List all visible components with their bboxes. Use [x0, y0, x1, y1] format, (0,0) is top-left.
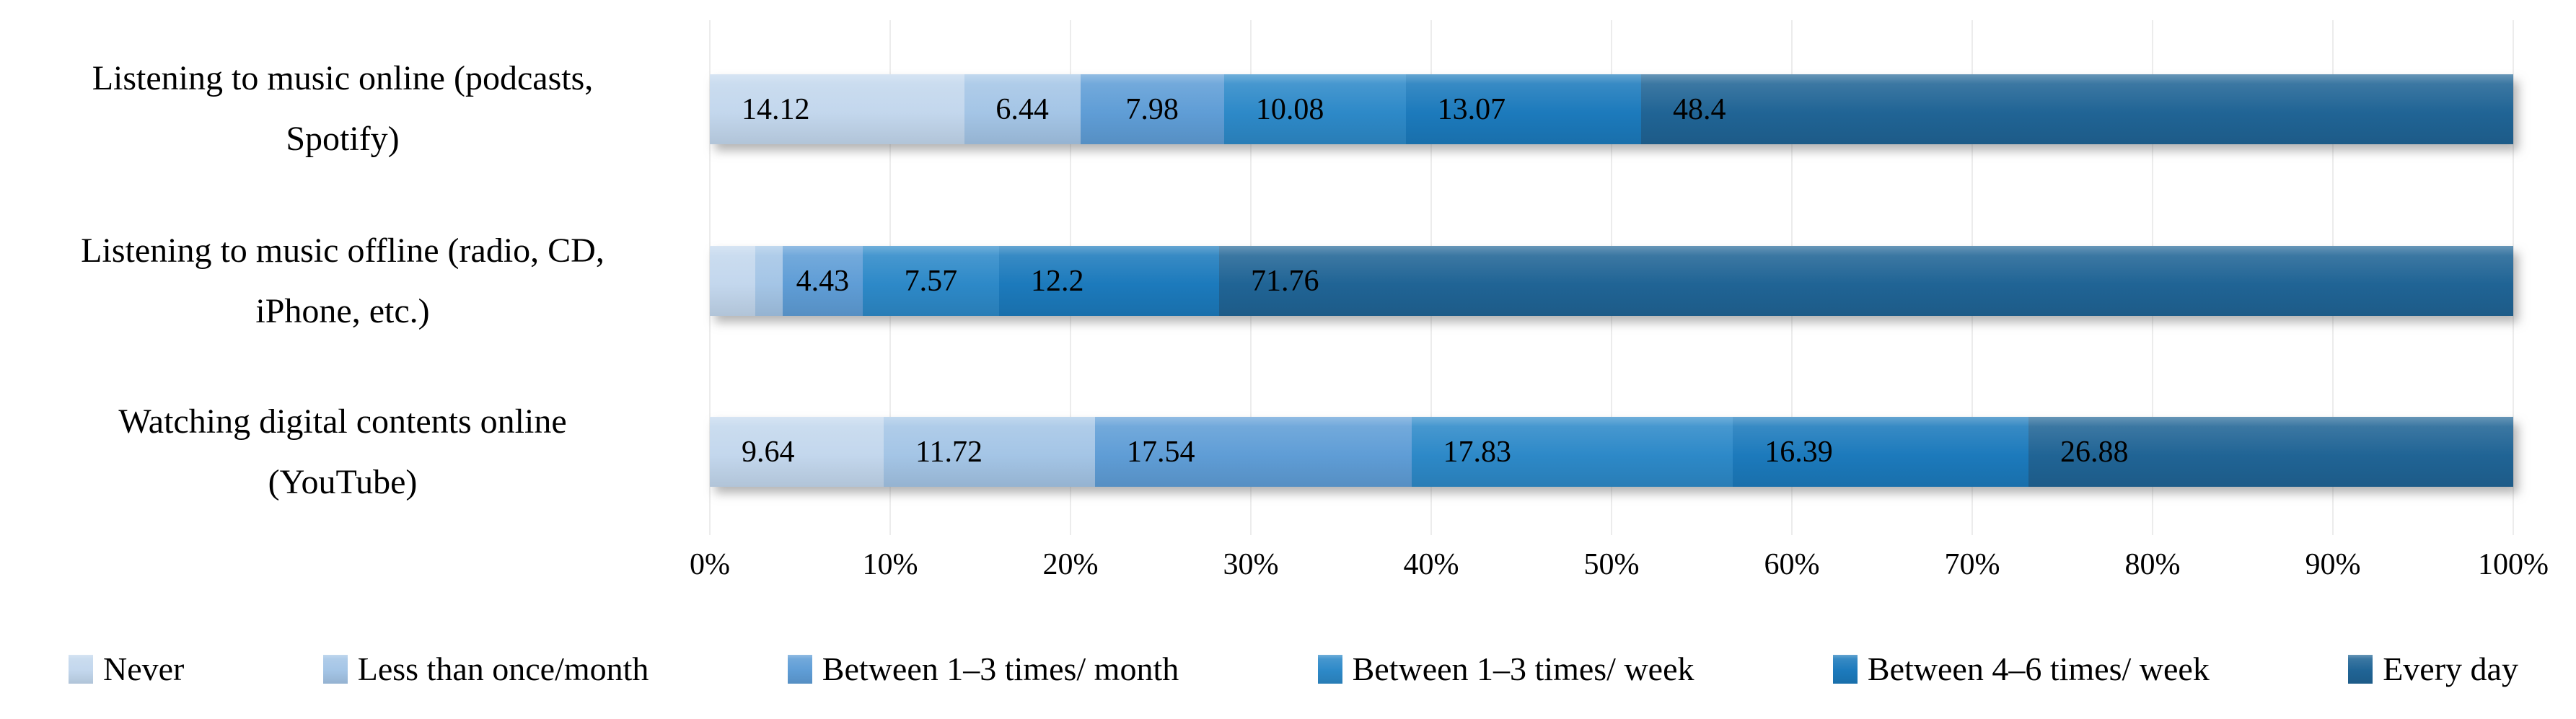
value-label: 17.83	[1443, 435, 1512, 469]
legend-color-swatch	[322, 655, 348, 684]
bar-segment	[710, 246, 755, 316]
legend-label: Less than once/month	[357, 650, 649, 687]
legend: Never Less than once/month Between 1–3 tim…	[69, 644, 2518, 694]
x-tick-label: 70%	[1944, 548, 2000, 581]
legend-label: Between 4–6 times/ week	[1867, 650, 2210, 687]
value-label: 12.2	[1031, 264, 1084, 298]
bar-segment: 17.83	[1411, 417, 1733, 487]
bar-segment: 4.43	[783, 246, 863, 316]
bar-segment: 7.57	[862, 246, 999, 316]
legend-label: Every day	[2383, 650, 2518, 687]
category-axis: Listening to music online (podcasts, Spot…	[0, 0, 693, 719]
value-label: 17.54	[1127, 435, 1195, 469]
category-label: Listening to music online (podcasts, Spot…	[92, 59, 594, 158]
legend-item: Between 4–6 times/ week	[1832, 650, 2210, 687]
bar-segment: 6.44	[964, 74, 1081, 144]
bar-segment: 26.88	[2028, 417, 2513, 487]
legend-item: Never	[69, 653, 184, 686]
x-tick-label: 30%	[1223, 548, 1279, 581]
bar-segment: 17.54	[1095, 417, 1412, 487]
bar-segment: 10.08	[1223, 74, 1406, 144]
bar-segment: 48.4	[1641, 74, 2513, 144]
x-tick-label: 0%	[690, 548, 730, 581]
legend-item: Every day	[2348, 653, 2518, 686]
legend-item: Less than once/month	[322, 650, 649, 687]
bar-segment: 12.2	[999, 246, 1219, 316]
value-label: 48.4	[1673, 92, 1726, 126]
legend-item: Between 1–3 times/ week	[1317, 650, 1694, 687]
x-tick-label: 100%	[2478, 548, 2549, 581]
bar-segment: 16.39	[1733, 417, 2028, 487]
bar-segment: 9.64	[710, 417, 884, 487]
value-label: 9.64	[742, 435, 795, 469]
x-tick-label: 40%	[1403, 548, 1459, 581]
plot-area: 14.12 6.44 7.98 10.08 13.07 48.4 4.43 7.57 12.2 7…	[709, 20, 2514, 535]
x-tick-label: 60%	[1764, 548, 1820, 581]
legend-item: Between 1–3 times/ month	[787, 650, 1179, 687]
bar-segment: 71.76	[1219, 246, 2513, 316]
bar-segment	[755, 246, 783, 316]
x-axis: 0% 10% 20% 30% 40% 50% 60% 70% 80% 90% 100%	[690, 548, 2549, 593]
bar-row: 9.64 11.72 17.54 17.83 16.39 26.88	[710, 417, 2513, 487]
bar-segment: 11.72	[884, 417, 1095, 487]
x-tick-label: 90%	[2305, 548, 2361, 581]
value-label: 16.39	[1764, 435, 1833, 469]
bar-segment: 13.07	[1405, 74, 1642, 144]
value-label: 6.44	[995, 92, 1049, 126]
x-tick-label: 50%	[1583, 548, 1640, 581]
legend-color-swatch	[69, 655, 93, 684]
value-label: 71.76	[1251, 264, 1319, 298]
bar-segment: 14.12	[710, 74, 964, 144]
value-label: 7.57	[904, 264, 958, 298]
value-label: 26.88	[2060, 435, 2129, 469]
value-label: 7.98	[1125, 92, 1179, 126]
bar-row: 14.12 6.44 7.98 10.08 13.07 48.4	[710, 74, 2513, 144]
legend-color-swatch	[2348, 655, 2373, 684]
bar-segment: 7.98	[1080, 74, 1224, 144]
category-label: Listening to music offline (radio, CD, iP…	[81, 231, 605, 330]
legend-color-swatch	[1832, 655, 1858, 684]
value-label: 10.08	[1255, 92, 1324, 126]
value-label: 14.12	[742, 92, 810, 126]
legend-label: Never	[103, 650, 185, 687]
x-tick-label: 80%	[2124, 548, 2181, 581]
category-label: Watching digital contents online (YouTube…	[118, 402, 567, 501]
value-label: 13.07	[1437, 92, 1506, 126]
value-label: 11.72	[915, 435, 983, 469]
legend-label: Between 1–3 times/ week	[1352, 650, 1694, 687]
x-tick-label: 10%	[862, 548, 918, 581]
bar-row: 4.43 7.57 12.2 71.76	[710, 246, 2513, 316]
legend-label: Between 1–3 times/ month	[822, 650, 1179, 687]
value-label: 4.43	[796, 264, 850, 298]
legend-color-swatch	[787, 655, 812, 684]
gridline	[2513, 20, 2514, 535]
x-tick-label: 20%	[1042, 548, 1099, 581]
legend-color-swatch	[1317, 655, 1342, 684]
